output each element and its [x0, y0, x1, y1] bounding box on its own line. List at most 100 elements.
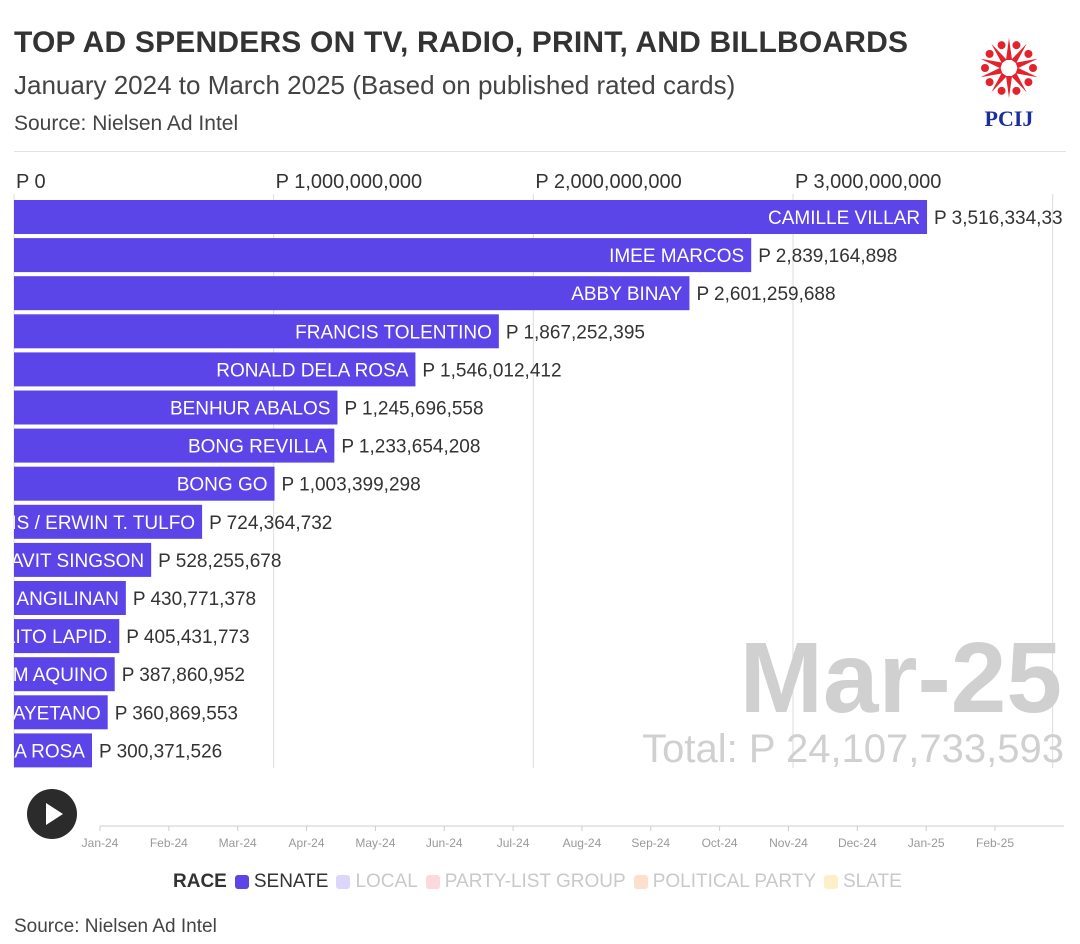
emblem-dot	[997, 86, 1006, 95]
bar-name-label: ANGILINAN	[16, 589, 118, 610]
timeline-tick-label: Jul-24	[497, 836, 530, 850]
bar-value-label: P 1,546,012,412	[422, 360, 561, 381]
legend-swatch	[336, 875, 351, 889]
timeline-tick-label: Mar-24	[219, 836, 257, 850]
legend-label: POLITICAL PARTY	[652, 871, 816, 892]
bar	[14, 657, 115, 692]
bar-name-label: BENHUR ABALOS	[170, 399, 331, 420]
timeline-tick-label: Oct-24	[702, 836, 738, 850]
play-button[interactable]	[27, 789, 77, 839]
legend-swatch	[425, 875, 440, 889]
bar	[14, 276, 690, 311]
header-divider	[14, 151, 1066, 152]
emblem-dot	[1012, 41, 1021, 50]
emblem-dot	[997, 41, 1006, 50]
chart-title: TOP AD SPENDERS ON TV, RADIO, PRINT, AND…	[14, 26, 909, 59]
legend-item-political-party[interactable]: POLITICAL PARTY	[633, 871, 816, 893]
timeline-tick-label: Jan-24	[82, 836, 119, 850]
bar	[14, 314, 499, 349]
bar-value-label: P 387,860,952	[122, 665, 245, 686]
total-label: Total: P 24,107,733,593	[642, 727, 1064, 771]
timeline-tick-label: Sep-24	[631, 836, 670, 850]
bar	[14, 733, 92, 768]
x-tick-label: P 2,000,000,000	[535, 171, 681, 193]
bar-name-label: IS / ERWIN T. TULFO	[11, 513, 195, 534]
bar	[14, 466, 275, 501]
bar-value-label: P 360,869,553	[115, 703, 238, 724]
logo-text: PCIJ	[984, 106, 1034, 131]
bar-name-label: BONG REVILLA	[188, 437, 328, 458]
timeline-tick-label: Feb-24	[150, 836, 188, 850]
source-note: Source: Nielsen Ad Intel	[14, 112, 239, 135]
bar-value-label: P 430,771,378	[133, 589, 256, 610]
bar	[14, 542, 152, 577]
legend-swatch	[234, 875, 249, 889]
bar-value-label: P 2,839,164,898	[758, 246, 897, 267]
bar	[14, 695, 108, 730]
legend-label: SLATE	[843, 871, 902, 892]
pcij-logo: PCIJ	[974, 32, 1044, 132]
legend-title: RACE	[173, 871, 227, 892]
legend: RACE SENATE LOCAL PARTY-LIST GROUP POLIT…	[173, 871, 910, 893]
bar	[14, 352, 416, 387]
timeline-tick-label: Jan-25	[908, 836, 945, 850]
bar-name-label: ABBY BINAY	[571, 284, 683, 305]
emblem-dot	[981, 64, 989, 72]
bar-name-label: AYETANO	[13, 703, 101, 724]
bar	[14, 619, 120, 654]
bar	[14, 200, 928, 234]
bar-value-label: P 1,003,399,298	[282, 475, 421, 496]
source-footer: Source: Nielsen Ad Intel	[14, 916, 217, 937]
bar-name-label: FRANCIS TOLENTINO	[295, 322, 492, 343]
legend-label: SENATE	[253, 871, 329, 892]
chart-header: TOP AD SPENDERS ON TV, RADIO, PRINT, AND…	[14, 0, 1066, 150]
bar-name-label: RONALD DELA ROSA	[216, 360, 408, 381]
bar-value-label: P 1,245,696,558	[344, 399, 483, 420]
timeline-tick-label: Nov-24	[769, 836, 808, 850]
legend-label: LOCAL	[355, 871, 418, 892]
bar-name-label: M AQUINO	[13, 665, 108, 686]
legend-item-local[interactable]: LOCAL	[336, 871, 418, 893]
bar-name-label: BONG GO	[177, 475, 268, 496]
bar-value-label: P 724,364,732	[209, 513, 332, 534]
bar-value-label: P 3,516,334,33	[934, 208, 1063, 229]
emblem-petal	[1015, 67, 1038, 78]
bar	[14, 428, 335, 463]
timeline-tick-label: Dec-24	[838, 836, 877, 850]
emblem-petal	[1011, 43, 1027, 64]
pcij-emblem-icon	[980, 38, 1038, 98]
timeline-tick-label: Jun-24	[426, 836, 463, 850]
bar	[14, 390, 338, 425]
emblem-dot	[985, 49, 994, 58]
emblem-dot	[1029, 64, 1037, 72]
emblem-petal	[991, 72, 1007, 93]
legend-item-party-list-group[interactable]: PARTY-LIST GROUP	[425, 871, 626, 893]
timeline-tick-label: Feb-25	[976, 836, 1014, 850]
bar-value-label: P 528,255,678	[158, 551, 281, 572]
timeline-tick-label: Aug-24	[563, 836, 602, 850]
bar-value-label: P 300,371,526	[99, 741, 222, 762]
bar-name-label: IMEE MARCOS	[609, 246, 744, 267]
bar	[14, 504, 203, 539]
legend-swatch	[824, 875, 838, 889]
bar	[14, 581, 126, 615]
play-icon	[46, 803, 63, 825]
emblem-dot	[1024, 78, 1033, 87]
bar-name-label: AVIT SINGSON	[11, 551, 144, 572]
legend-swatch	[633, 875, 648, 889]
bar-name-label: A ROSA	[14, 741, 85, 762]
x-tick-label: P 1,000,000,000	[276, 171, 422, 193]
emblem-petal	[1011, 72, 1027, 93]
timeline-tick-label: Apr-24	[289, 836, 325, 850]
legend-item-senate[interactable]: SENATE	[234, 871, 329, 893]
bar-name-label: LITO LAPID.	[5, 627, 112, 648]
emblem-dot	[1024, 49, 1033, 58]
bar-chart-race: P 0 P 1,000,000,000 P 2,000,000,000 P 3,000…	[5, 171, 1064, 850]
emblem-dot	[1012, 86, 1021, 95]
legend-label: PARTY-LIST GROUP	[444, 871, 626, 892]
chart-subtitle: January 2024 to March 2025 (Based on pub…	[14, 70, 736, 100]
emblem-petal	[1006, 76, 1012, 98]
legend-item-slate[interactable]: SLATE	[824, 871, 902, 893]
bar	[14, 238, 752, 273]
emblem-petal	[991, 43, 1007, 64]
